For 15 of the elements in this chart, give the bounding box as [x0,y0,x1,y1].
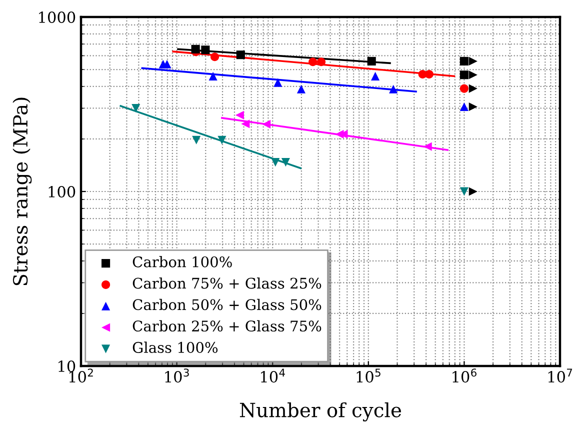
x-tick-label: 10$^{6}$ [452,368,476,383]
legend-label: Carbon 75% + Glass 25% [132,277,322,289]
y-axis-title: Stress range (MPa) [12,98,32,286]
x-tick-label: 10$^{7}$ [548,368,572,383]
x-axis-title: Number of cycle [240,402,402,422]
legend-label: Glass 100% [132,342,218,353]
y-tick-label: 100 [48,186,76,198]
x-tick-label: 10$^{4}$ [261,368,285,383]
y-tick-label: 1000 [39,11,76,24]
x-tick-label: 10$^{3}$ [165,368,189,383]
y-tick-label: 10 [58,360,76,372]
legend-label: Carbon 100% [132,256,232,268]
legend-label: Carbon 50% + Glass 50% [132,298,322,310]
x-tick-label: 10$^{5}$ [356,368,380,383]
legend-label: Carbon 25% + Glass 75% [132,320,322,332]
